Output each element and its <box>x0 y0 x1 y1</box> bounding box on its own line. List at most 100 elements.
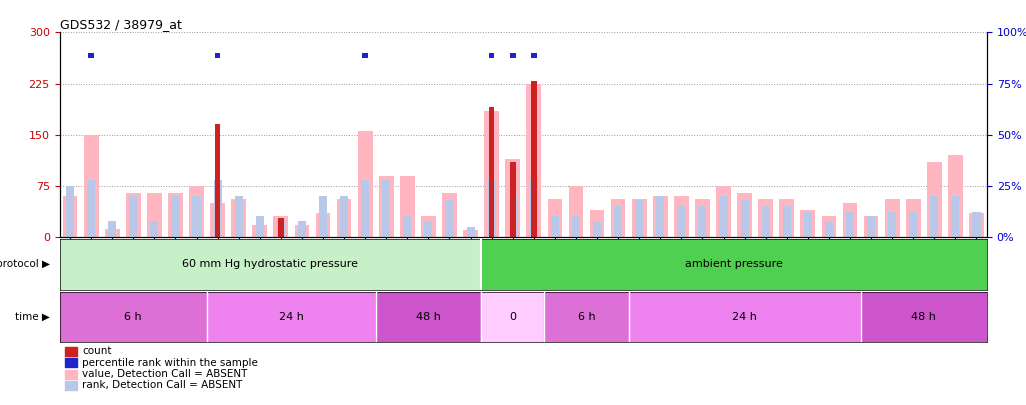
Bar <box>358 131 372 237</box>
Text: ambient pressure: ambient pressure <box>685 259 783 269</box>
Bar <box>445 200 453 237</box>
Bar <box>214 53 221 58</box>
Bar <box>510 162 515 237</box>
Bar <box>531 53 537 58</box>
Bar <box>340 196 348 237</box>
Bar <box>948 155 962 237</box>
Bar <box>277 221 285 237</box>
Bar <box>126 193 141 237</box>
Bar <box>842 203 858 237</box>
Bar <box>909 212 917 237</box>
Bar <box>593 221 601 237</box>
Bar <box>571 216 580 237</box>
Bar <box>761 206 770 237</box>
Text: 48 h: 48 h <box>416 312 441 322</box>
Bar <box>889 212 897 237</box>
Bar <box>316 213 330 237</box>
Bar <box>487 180 496 237</box>
Text: protocol ▶: protocol ▶ <box>0 259 50 269</box>
Text: count: count <box>82 346 112 356</box>
Bar <box>189 186 204 237</box>
Text: 24 h: 24 h <box>733 312 757 322</box>
Bar <box>213 180 222 237</box>
Bar <box>235 196 243 237</box>
Bar <box>526 83 541 237</box>
Bar <box>108 221 116 237</box>
Text: 6 h: 6 h <box>124 312 142 322</box>
Bar <box>207 292 376 342</box>
Bar <box>60 292 207 342</box>
Bar <box>545 292 629 342</box>
Text: time ▶: time ▶ <box>15 312 50 322</box>
Bar <box>193 196 201 237</box>
Bar <box>147 193 162 237</box>
Bar <box>481 292 545 342</box>
Bar <box>822 216 836 237</box>
Text: percentile rank within the sample: percentile rank within the sample <box>82 358 258 368</box>
Bar <box>84 134 98 237</box>
Bar <box>231 199 246 237</box>
Bar <box>951 196 959 237</box>
Bar <box>864 216 878 237</box>
Bar <box>400 176 415 237</box>
Bar <box>845 212 854 237</box>
Text: 0: 0 <box>509 312 516 322</box>
Bar <box>529 180 538 237</box>
Bar <box>379 176 394 237</box>
Bar <box>629 292 861 342</box>
Bar <box>531 81 537 237</box>
Bar <box>610 199 626 237</box>
Bar <box>800 210 816 237</box>
Bar <box>362 53 368 58</box>
Bar <box>780 199 794 237</box>
Bar <box>867 216 875 237</box>
Bar <box>60 239 481 290</box>
Bar <box>677 206 685 237</box>
Bar <box>551 216 559 237</box>
Bar <box>741 200 749 237</box>
Bar <box>568 186 584 237</box>
Bar <box>632 199 646 237</box>
Bar <box>403 216 411 237</box>
Bar <box>66 186 74 237</box>
Bar <box>376 292 481 342</box>
Bar <box>382 180 390 237</box>
Bar <box>783 206 791 237</box>
Bar <box>274 216 288 237</box>
Bar <box>653 196 668 237</box>
Bar <box>129 196 137 237</box>
Bar <box>361 180 369 237</box>
Bar <box>294 225 309 237</box>
Text: value, Detection Call = ABSENT: value, Detection Call = ABSENT <box>82 369 247 379</box>
Bar <box>590 210 604 237</box>
Text: rank, Detection Call = ABSENT: rank, Detection Call = ABSENT <box>82 380 242 390</box>
Bar <box>442 193 457 237</box>
Bar <box>931 196 939 237</box>
Bar <box>509 196 517 237</box>
Bar <box>488 107 495 237</box>
Text: 6 h: 6 h <box>578 312 595 322</box>
Bar <box>506 158 520 237</box>
Bar <box>171 196 180 237</box>
Bar <box>214 124 221 237</box>
Bar <box>425 221 433 237</box>
Bar <box>210 203 225 237</box>
Bar <box>88 53 94 58</box>
Bar <box>657 196 665 237</box>
Bar <box>861 292 987 342</box>
Bar <box>488 53 495 58</box>
Bar <box>105 229 120 237</box>
Bar <box>758 199 773 237</box>
Bar <box>825 221 833 237</box>
Bar <box>510 53 515 58</box>
Bar <box>635 200 643 237</box>
Bar <box>319 196 327 237</box>
Bar <box>926 162 942 237</box>
Text: 24 h: 24 h <box>279 312 304 322</box>
Bar <box>614 206 622 237</box>
Bar <box>421 216 436 237</box>
Bar <box>699 206 707 237</box>
Bar <box>298 221 306 237</box>
Bar <box>255 216 264 237</box>
Bar <box>884 199 900 237</box>
